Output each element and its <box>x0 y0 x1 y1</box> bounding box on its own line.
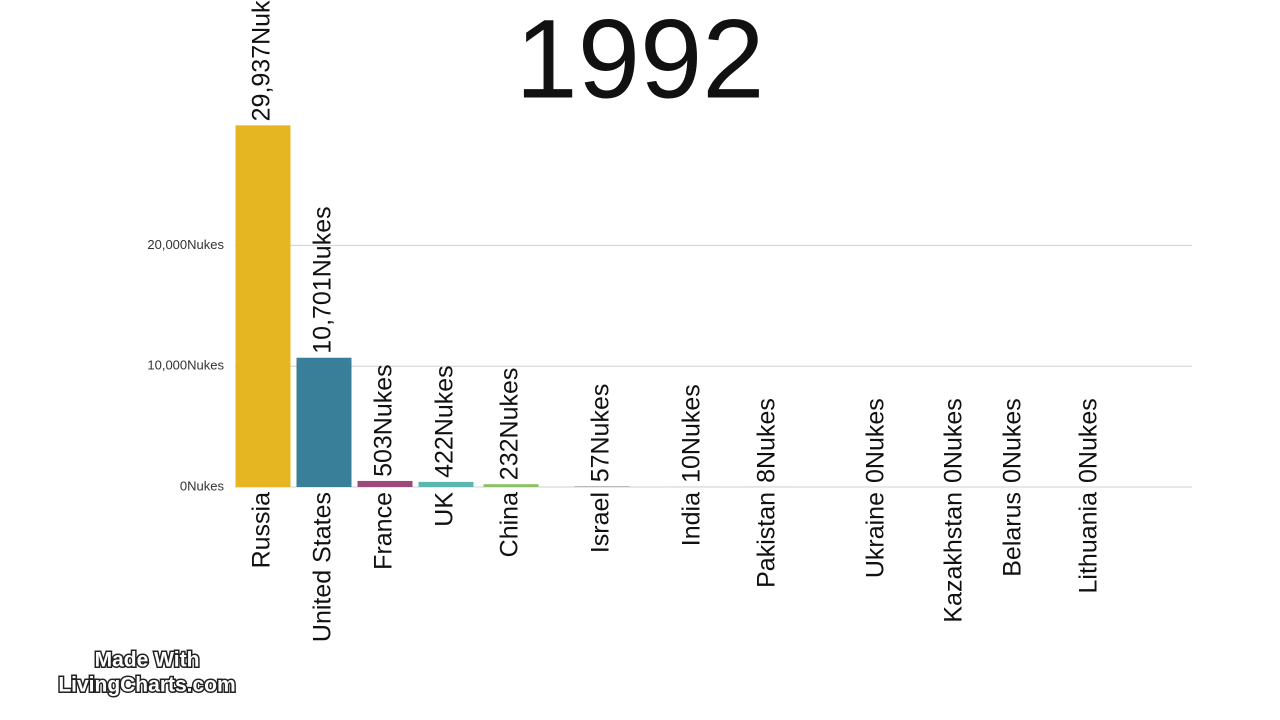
x-tick-label: Kazakhstan <box>940 492 968 623</box>
bar <box>235 125 291 488</box>
value-label: 57Nukes <box>587 384 615 483</box>
bar <box>483 484 539 487</box>
bar <box>418 481 474 487</box>
value-label: 0Nukes <box>940 398 968 483</box>
bar <box>296 357 352 487</box>
x-tick-label: Israel <box>587 492 615 553</box>
bar <box>574 486 630 487</box>
value-label: 10,701Nukes <box>309 206 337 353</box>
x-tick-label: India <box>678 492 706 546</box>
value-label: 29,937Nukes <box>248 0 276 121</box>
value-label: 232Nukes <box>496 368 524 481</box>
value-label: 422Nukes <box>431 365 459 478</box>
bar <box>357 480 413 487</box>
value-label: 0Nukes <box>999 398 1027 483</box>
x-tick-label: Lithuania <box>1075 492 1103 594</box>
x-tick-label: China <box>496 492 524 557</box>
value-label: 10Nukes <box>678 384 706 483</box>
value-label: 0Nukes <box>1075 398 1103 483</box>
y-tick-label: 10,000Nukes <box>147 358 224 373</box>
watermark: LivingCharts.com <box>58 674 235 697</box>
x-tick-label: Belarus <box>999 492 1027 577</box>
value-label: 8Nukes <box>753 398 781 483</box>
x-tick-label: France <box>370 492 398 570</box>
x-tick-label: Pakistan <box>753 492 781 588</box>
chart-title: 1992 <box>515 0 764 122</box>
watermark: Made With <box>95 649 200 672</box>
x-tick-label: Ukraine <box>862 492 890 578</box>
x-tick-label: UK <box>431 492 459 527</box>
y-tick-label: 0Nukes <box>180 478 225 493</box>
x-tick-label: United States <box>309 492 337 642</box>
value-label: 503Nukes <box>370 364 398 477</box>
x-tick-label: Russia <box>248 492 276 569</box>
y-tick-label: 20,000Nukes <box>147 237 224 252</box>
value-label: 0Nukes <box>862 398 890 483</box>
